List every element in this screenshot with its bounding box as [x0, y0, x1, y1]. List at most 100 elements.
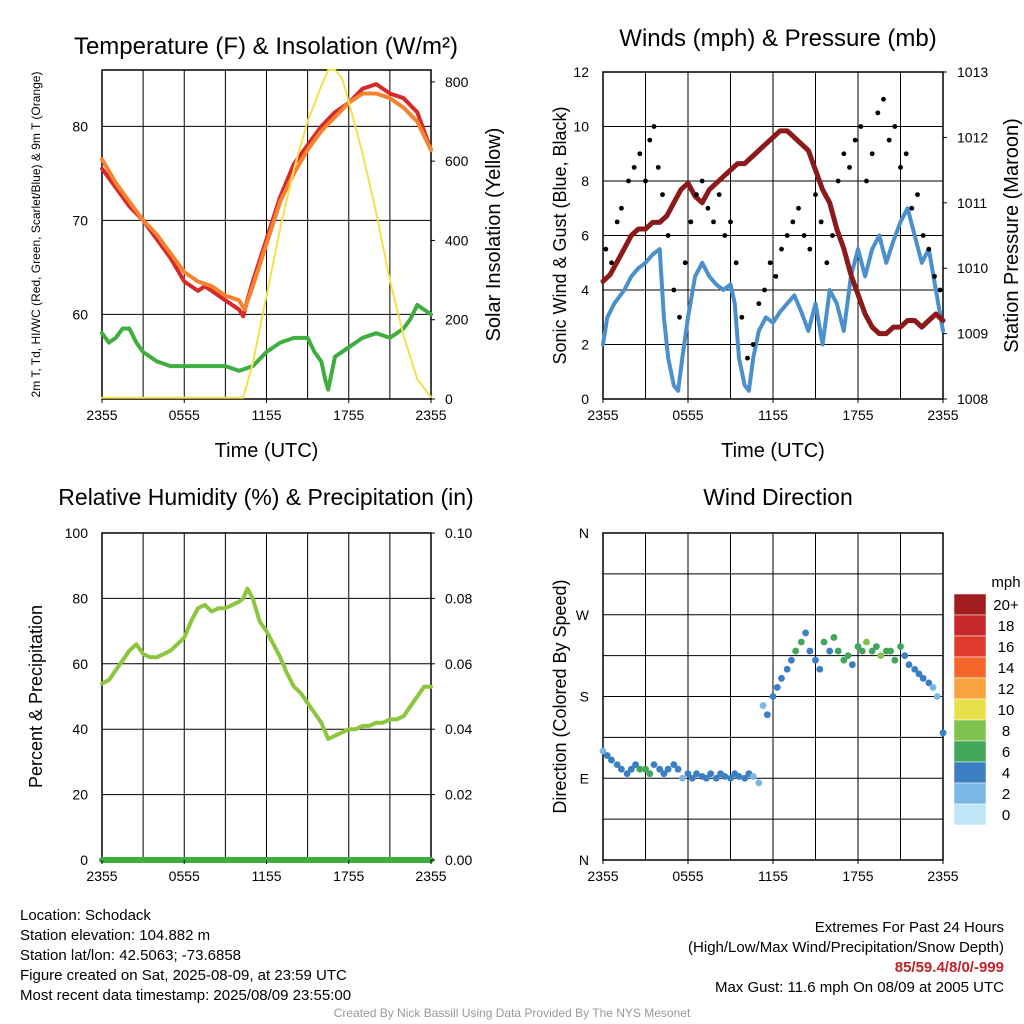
- recent-timestamp: Most recent data timestamp: 2025/08/09 2…: [20, 987, 352, 1004]
- legend-label: 12: [998, 681, 1015, 698]
- y-tick-label: 10: [573, 119, 589, 135]
- gust-point: [903, 151, 909, 157]
- wind-direction-point: [915, 670, 923, 678]
- gust-point: [603, 246, 609, 252]
- wind-direction-point: [674, 765, 682, 773]
- wind-direction-point: [844, 652, 852, 660]
- panel-1-title: Temperature (F) & Insolation (W/m²): [74, 33, 458, 60]
- y-tick-label-right: 1012: [957, 129, 988, 145]
- wind-direction-point: [721, 773, 729, 780]
- panel-1-ylabel: 2m T, Td, HI/WC (Red, Green, Scarlet/Blu…: [29, 72, 43, 398]
- x-tick-label: 1755: [842, 407, 873, 423]
- wind-direction-point: [797, 638, 805, 646]
- gust-point: [682, 260, 688, 266]
- y-tick-label: 70: [72, 212, 88, 228]
- wind-direction-point: [858, 647, 866, 655]
- wind-direction-point: [792, 647, 800, 655]
- wind-direction-point: [603, 752, 611, 759]
- y-tick-label-right: 600: [445, 153, 469, 169]
- gust-point: [688, 219, 694, 225]
- wind-direction-point: [891, 656, 899, 664]
- extremes-values: 85/59.4/8/0/-999: [894, 959, 1004, 976]
- wind-direction-point: [707, 770, 715, 778]
- wind-direction-point: [905, 661, 913, 669]
- x-tick-label: 2355: [86, 407, 117, 423]
- y-tick-label: W: [576, 607, 590, 623]
- legend-label: 20+: [993, 597, 1019, 614]
- wind-direction-point: [636, 765, 644, 773]
- legend-label: 0: [1002, 807, 1010, 824]
- wind-direction-point: [812, 656, 819, 664]
- gust-point: [660, 192, 665, 198]
- wind-direction-point: [863, 638, 870, 646]
- gust-point: [773, 273, 779, 279]
- wind-direction-point: [749, 773, 757, 780]
- y-tick-label-right: 800: [445, 74, 469, 90]
- gust-point: [722, 233, 728, 238]
- legend-swatch: [953, 782, 987, 805]
- gust-point: [824, 260, 830, 266]
- wind-direction-point: [623, 770, 631, 778]
- y-tick-label-right: 0.10: [445, 525, 472, 541]
- x-tick-label: 2355: [587, 407, 618, 423]
- wind-direction-point: [826, 647, 834, 655]
- x-tick-label: 0555: [672, 407, 703, 423]
- x-tick-label: 2355: [415, 407, 446, 423]
- gust-point: [711, 219, 716, 225]
- panel-3-title: Relative Humidity (%) & Precipitation (i…: [58, 484, 473, 510]
- station-location: Location: Schodack: [20, 907, 151, 924]
- y-tick-label-right: 200: [445, 312, 469, 328]
- wind-direction-point: [816, 665, 824, 673]
- wind-direction-point: [901, 652, 909, 660]
- y-tick-label-right: 1010: [957, 260, 988, 276]
- wind-direction-point: [877, 652, 885, 660]
- wind-direction-point: [650, 761, 658, 769]
- gust-point: [915, 192, 920, 198]
- series-line-2-2: [600, 128, 946, 337]
- legend-swatch: [953, 656, 987, 679]
- gust-point: [858, 124, 864, 129]
- y-tick-label: 100: [65, 525, 89, 541]
- panel-2-grid: [602, 71, 944, 400]
- x-tick-label: 1755: [842, 868, 873, 884]
- gust-point: [852, 137, 858, 143]
- gust-point: [651, 124, 657, 129]
- x-tick-label: 1155: [758, 407, 788, 423]
- panel-4-title: Wind Direction: [703, 484, 853, 510]
- y-tick-label: 0: [80, 852, 88, 868]
- wind-direction-point: [854, 643, 862, 650]
- gust-point: [813, 192, 818, 198]
- gust-point: [619, 205, 624, 211]
- gust-point: [898, 164, 903, 170]
- wind-direction-point: [735, 773, 743, 780]
- series-line-1-4: [101, 69, 432, 399]
- wind-direction-point: [897, 643, 904, 650]
- gust-point: [739, 314, 745, 320]
- panel-3-grid: [101, 532, 432, 861]
- y-tick-label: 6: [581, 228, 589, 244]
- x-tick-label: 0555: [672, 868, 703, 884]
- gust-point: [609, 260, 614, 266]
- gust-point: [841, 151, 847, 157]
- y-tick-label: S: [580, 689, 589, 705]
- x-tick-label: 2355: [86, 868, 117, 884]
- wind-direction-point: [642, 765, 649, 773]
- gust-point: [892, 124, 898, 129]
- wind-direction-point: [933, 693, 941, 700]
- panel-2-xlabel: Time (UTC): [721, 440, 825, 462]
- gust-point: [807, 246, 813, 252]
- panel-1-xlabel: Time (UTC): [215, 440, 319, 462]
- gust-point: [745, 355, 750, 361]
- panel-3-ylabel: Percent & Precipitation: [26, 605, 46, 788]
- credit-line: Created By Nick Bassill Using Data Provi…: [333, 1006, 691, 1020]
- wind-direction-point: [627, 765, 635, 773]
- y-tick-label: N: [579, 525, 589, 541]
- gust-point: [864, 178, 869, 184]
- wind-direction-point: [919, 674, 927, 682]
- legend-label: 8: [1002, 723, 1010, 740]
- y-tick-label: 60: [72, 656, 88, 672]
- wind-direction-point: [830, 634, 838, 641]
- gust-point: [801, 233, 807, 238]
- wind-direction-point: [693, 770, 700, 778]
- y-tick-label: 4: [581, 282, 589, 298]
